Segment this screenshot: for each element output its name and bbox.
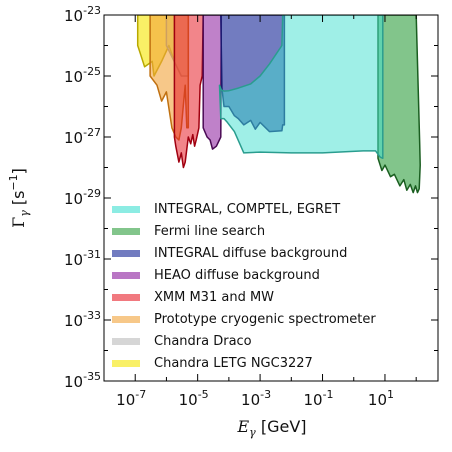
- x-tick-label: 10-7: [116, 388, 146, 409]
- legend-swatch: [112, 338, 140, 345]
- series-area-fermi-line-search: [377, 15, 421, 194]
- legend: INTEGRAL, COMPTEL, EGRET Fermi line searc…: [112, 202, 376, 371]
- legend-swatch: [112, 316, 140, 323]
- legend-label: XMM M31 and MW: [154, 290, 274, 305]
- legend-label: INTEGRAL diffuse background: [154, 246, 347, 261]
- y-tick-label: 10-25: [64, 65, 101, 86]
- y-axis-label: Γγ [s−1]: [7, 168, 31, 228]
- y-tick-label: 10-27: [64, 126, 101, 147]
- legend-swatch: [112, 228, 140, 235]
- series-area-integral-comptel-egret: [218, 15, 384, 160]
- x-tick-label: 10-1: [303, 388, 333, 409]
- ticks-layer: 10-7 10-5 10-3 10-1 101 10-23 10-25 10-27 10-29 1…: [64, 4, 438, 409]
- legend-label: INTEGRAL, COMPTEL, EGRET: [154, 202, 340, 217]
- y-tick-label: 10-23: [64, 4, 101, 25]
- y-tick-label: 10-35: [64, 370, 101, 391]
- series-area-xmm-m31-and-mw: [173, 15, 204, 169]
- legend-swatch: [112, 250, 140, 257]
- x-tick-label: 10-3: [241, 388, 271, 409]
- x-tick-label: 10-5: [179, 388, 209, 409]
- legend-swatch: [112, 206, 140, 213]
- y-tick-label: 10-33: [64, 309, 101, 330]
- legend-label: HEAO diffuse background: [154, 268, 320, 283]
- legend-swatch: [112, 272, 140, 279]
- legend-label: Chandra Draco: [154, 334, 252, 349]
- y-tick-label: 10-29: [64, 187, 101, 208]
- x-tick-label: 101: [368, 388, 394, 409]
- legend-label: Prototype cryogenic spectrometer: [154, 312, 376, 327]
- legend-label: Fermi line search: [154, 224, 265, 239]
- x-axis-label: Eγ [GeV]: [236, 417, 306, 439]
- series-area-heao-diffuse-background: [202, 15, 223, 150]
- legend-label: Chandra LETG NGC3227: [154, 356, 313, 371]
- legend-swatch: [112, 294, 140, 301]
- legend-swatch: [112, 360, 140, 367]
- series-layer: [136, 15, 421, 194]
- y-tick-label: 10-31: [64, 248, 101, 269]
